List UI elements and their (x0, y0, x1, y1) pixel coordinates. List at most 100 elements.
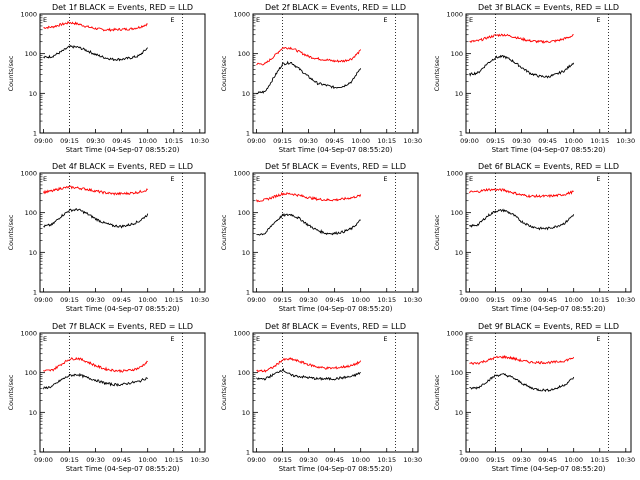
x-tick-label: 09:00 (247, 456, 266, 464)
y-tick-label: 1 (459, 289, 463, 297)
plot-frame (252, 332, 419, 453)
panel-title: Det 7f BLACK = Events, RED = LLD (52, 322, 193, 331)
panel-det-6: Det 6f BLACK = Events, RED = LLD E E 1 10 100… (433, 162, 635, 313)
e-marker-label: E (469, 335, 473, 343)
y-tick-label: 1 (459, 449, 463, 457)
x-tick-label: 09:45 (112, 137, 131, 145)
x-axis-label: Start Time (04-Sep-07 08:55:20) (279, 465, 393, 473)
lld-series-line (256, 357, 362, 373)
y-tick-label: 1 (459, 130, 463, 138)
y-tick-label: 1000 (446, 330, 463, 338)
x-axis-label: Start Time (04-Sep-07 08:55:20) (66, 465, 180, 473)
events-series-line (256, 367, 361, 381)
x-tick-label: 10:15 (164, 137, 183, 145)
x-tick-label: 09:30 (299, 456, 318, 464)
panel-det-1: Det 1f BLACK = Events, RED = LLD E E 1 10 100… (7, 3, 209, 154)
e-marker-label: E (170, 335, 174, 343)
panel-title: Det 4f BLACK = Events, RED = LLD (52, 162, 193, 171)
y-axis-label: Counts/sec (220, 214, 228, 250)
panel-det-7: Det 7f BLACK = Events, RED = LLD E E 1 10 100… (7, 322, 209, 473)
panel-title: Det 5f BLACK = Events, RED = LLD (265, 162, 406, 171)
e-marker-label: E (170, 175, 174, 183)
x-tick-label: 09:00 (460, 296, 479, 304)
e-marker-label: E (43, 16, 47, 24)
x-tick-label: 10:30 (403, 456, 422, 464)
y-tick-label: 1 (246, 449, 250, 457)
y-tick-label: 1 (33, 289, 37, 297)
x-tick-label: 09:00 (247, 137, 266, 145)
x-tick-label: 09:30 (86, 296, 105, 304)
y-tick-label: 1000 (233, 170, 250, 178)
y-axis-label: Counts/sec (220, 374, 228, 410)
y-tick-label: 1000 (446, 11, 463, 19)
y-axis-label: Counts/sec (7, 55, 15, 91)
x-tick-label: 09:30 (86, 137, 105, 145)
e-marker-label: E (383, 16, 387, 24)
y-tick-label: 1000 (20, 330, 37, 338)
x-tick-label: 09:00 (34, 296, 53, 304)
events-series-line (43, 44, 148, 62)
e-marker-label: E (256, 175, 260, 183)
x-tick-label: 09:45 (112, 456, 131, 464)
panel-title: Det 1f BLACK = Events, RED = LLD (52, 3, 193, 12)
x-axis-label: Start Time (04-Sep-07 08:55:20) (492, 305, 606, 313)
y-tick-label: 100 (238, 369, 250, 377)
events-series-line (469, 208, 575, 231)
x-tick-label: 10:15 (164, 456, 183, 464)
x-tick-label: 10:00 (564, 137, 583, 145)
lld-series-line (256, 191, 362, 203)
e-marker-label: E (43, 335, 47, 343)
plot-frame (252, 13, 419, 134)
x-tick-label: 09:15 (486, 456, 505, 464)
e-marker-label: E (469, 16, 473, 24)
x-tick-label: 10:15 (590, 296, 609, 304)
x-tick-label: 10:30 (190, 456, 209, 464)
x-tick-label: 10:00 (138, 296, 157, 304)
y-tick-label: 100 (25, 209, 37, 217)
lld-series-line (469, 33, 574, 44)
y-tick-label: 10 (29, 249, 37, 257)
plot-frame (465, 13, 632, 134)
x-tick-label: 09:30 (512, 456, 531, 464)
x-tick-label: 10:15 (164, 296, 183, 304)
y-tick-label: 1 (33, 130, 37, 138)
y-tick-label: 100 (238, 50, 250, 58)
e-marker-label: E (596, 335, 600, 343)
y-tick-label: 1000 (233, 330, 250, 338)
lld-series-line (469, 187, 574, 199)
x-tick-label: 10:15 (377, 137, 396, 145)
y-axis-label: Counts/sec (433, 374, 441, 410)
x-tick-label: 10:00 (351, 296, 370, 304)
panel-title: Det 3f BLACK = Events, RED = LLD (478, 3, 619, 12)
x-tick-label: 10:00 (351, 456, 370, 464)
y-tick-label: 100 (238, 209, 250, 217)
x-tick-label: 10:00 (564, 456, 583, 464)
y-axis-label: Counts/sec (7, 374, 15, 410)
x-tick-label: 10:30 (616, 456, 635, 464)
panel-det-5: Det 5f BLACK = Events, RED = LLD E E 1 10 100… (220, 162, 422, 313)
lld-series-line (43, 185, 148, 196)
y-tick-label: 10 (242, 249, 250, 257)
y-axis-label: Counts/sec (7, 214, 15, 250)
y-tick-label: 100 (451, 369, 463, 377)
x-tick-label: 09:45 (538, 456, 557, 464)
y-tick-label: 10 (242, 90, 250, 98)
x-tick-label: 09:30 (299, 296, 318, 304)
x-tick-label: 09:30 (86, 456, 105, 464)
y-tick-label: 10 (455, 249, 463, 257)
y-tick-label: 1 (246, 289, 250, 297)
x-tick-label: 10:15 (590, 456, 609, 464)
x-tick-label: 09:15 (486, 296, 505, 304)
x-tick-label: 10:00 (138, 456, 157, 464)
x-tick-label: 09:30 (512, 296, 531, 304)
x-tick-label: 09:15 (273, 456, 292, 464)
x-tick-label: 09:00 (247, 296, 266, 304)
e-marker-label: E (596, 16, 600, 24)
x-tick-label: 10:30 (616, 296, 635, 304)
x-tick-label: 09:45 (325, 296, 344, 304)
x-tick-label: 09:15 (60, 456, 79, 464)
panel-det-8: Det 8f BLACK = Events, RED = LLD E E 1 10 100… (220, 322, 422, 473)
y-tick-label: 100 (25, 369, 37, 377)
x-tick-label: 09:45 (538, 137, 557, 145)
panel-det-9: Det 9f BLACK = Events, RED = LLD E E 1 10 100… (433, 322, 635, 473)
